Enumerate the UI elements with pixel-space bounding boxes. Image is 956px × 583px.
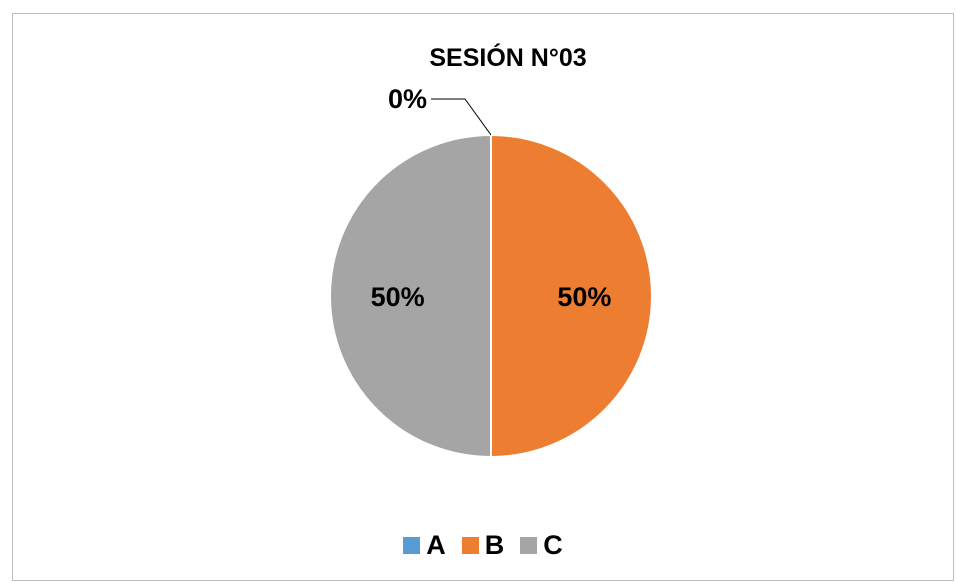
pie-slice-b [490, 133, 653, 459]
legend: A B C [13, 532, 953, 559]
legend-label-b: B [484, 530, 505, 560]
data-label-c: 50% [371, 282, 425, 312]
legend-swatch-b [461, 537, 479, 554]
data-label-b: 50% [557, 282, 611, 312]
chart-title: SESIÓN N°03 [429, 44, 587, 72]
legend-label-c: C [543, 530, 563, 560]
legend-label-a: A [426, 530, 446, 560]
legend-item-c: C [520, 532, 563, 559]
legend-item-a: A [403, 532, 446, 559]
legend-swatch-a [403, 537, 421, 554]
chart-frame: SESIÓN N°03 0% 50% 50% A B C [12, 13, 954, 581]
data-labels: 0% 50% 50% [371, 84, 612, 312]
pie-chart: 0% 50% 50% [329, 84, 653, 459]
data-label-a: 0% [388, 84, 427, 114]
legend-swatch-c [520, 537, 538, 554]
leader-line-a [431, 98, 492, 136]
legend-item-b: B [461, 530, 505, 560]
leader-lines [431, 98, 492, 136]
pie-slices [329, 133, 653, 459]
pie-slice-c [329, 133, 492, 459]
